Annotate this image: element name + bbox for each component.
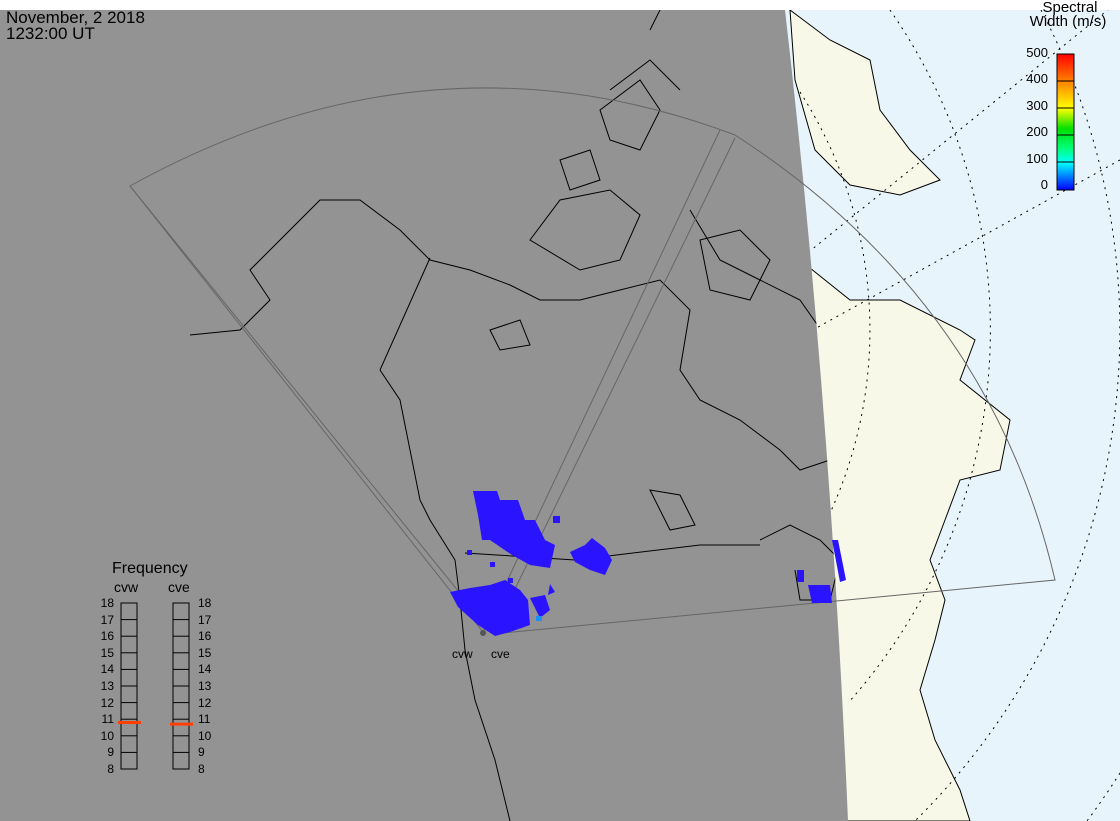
frequency-scale-label: 18 xyxy=(100,596,114,610)
frequency-scale-label: 8 xyxy=(107,762,114,776)
scatter-patch xyxy=(832,540,846,582)
scatter-cell xyxy=(536,616,542,621)
top-strip xyxy=(0,0,1120,10)
colorbar-tick: 200 xyxy=(1026,124,1048,140)
frequency-scale-label: 11 xyxy=(198,712,211,727)
frequency-scale-label: 15 xyxy=(100,645,114,660)
colorbar-dividers xyxy=(1057,80,1074,163)
colorbar-tick: 0 xyxy=(1040,177,1048,192)
frequency-scale-label: 16 xyxy=(100,629,114,644)
scatter-patch xyxy=(548,584,555,595)
frequency-scale-label: 15 xyxy=(198,645,212,660)
date-label: November, 2 2018 xyxy=(6,8,145,27)
frequency-scale-label: 13 xyxy=(198,679,212,693)
frequency-scale-label: 14 xyxy=(198,662,212,677)
frequency-scale-label: 17 xyxy=(100,612,114,627)
frequency-title: Frequency xyxy=(112,560,188,577)
frequency-scale-label: 11 xyxy=(101,712,114,727)
frequency-scale-label: 16 xyxy=(198,629,212,644)
night-region xyxy=(0,10,848,821)
colorbar xyxy=(1056,53,1075,191)
scatter-cell xyxy=(467,550,472,555)
frequency-scale-label: 10 xyxy=(100,728,114,743)
radar-label-cve: cve xyxy=(168,579,190,595)
frequency-scale-label: 10 xyxy=(198,728,212,743)
scatter-patch xyxy=(530,595,550,618)
fov-cve-cvw-outer xyxy=(129,87,1056,635)
frequency-scale-label: 13 xyxy=(100,679,114,693)
frequency-scale-label: 9 xyxy=(198,745,205,760)
scatter-cell xyxy=(797,570,804,582)
frequency-scale-label: 14 xyxy=(100,662,114,677)
scatter-patch xyxy=(450,580,530,636)
colorbar-tick: 100 xyxy=(1026,150,1048,166)
frequency-scale-label: 9 xyxy=(107,745,114,760)
frequency-scale-label: 18 xyxy=(198,596,212,610)
site-label-cve: cve xyxy=(491,647,510,661)
time-label: 1232:00 UT xyxy=(6,24,95,43)
scatter-data xyxy=(450,491,846,636)
frequency-bars xyxy=(118,602,193,770)
colorbar-tick: 400 xyxy=(1026,71,1048,87)
scatter-patch xyxy=(473,491,555,568)
scatter-cell xyxy=(490,562,495,567)
frequency-scale-label: 8 xyxy=(198,762,205,776)
legend-title-2: Width (m/s) xyxy=(1029,13,1107,30)
colorbar-tick: 300 xyxy=(1026,97,1048,113)
day-land xyxy=(789,10,1011,821)
scatter-patch xyxy=(570,538,612,575)
coastlines xyxy=(189,10,841,821)
frequency-scale-label: 17 xyxy=(198,612,212,627)
legend-title-1: Spectral xyxy=(1042,0,1098,16)
scatter-cell xyxy=(553,516,560,523)
scatter-patch xyxy=(808,585,832,603)
scatter-cell xyxy=(508,578,513,583)
frequency-scale-label: 12 xyxy=(198,695,212,710)
site-label-cvw: cvw xyxy=(452,647,473,661)
radar-label-cvw: cvw xyxy=(114,579,139,595)
frequency-scale-label: 12 xyxy=(100,695,114,710)
radar-site-marker xyxy=(480,630,486,636)
colorbar-tick: 500 xyxy=(1026,45,1048,60)
